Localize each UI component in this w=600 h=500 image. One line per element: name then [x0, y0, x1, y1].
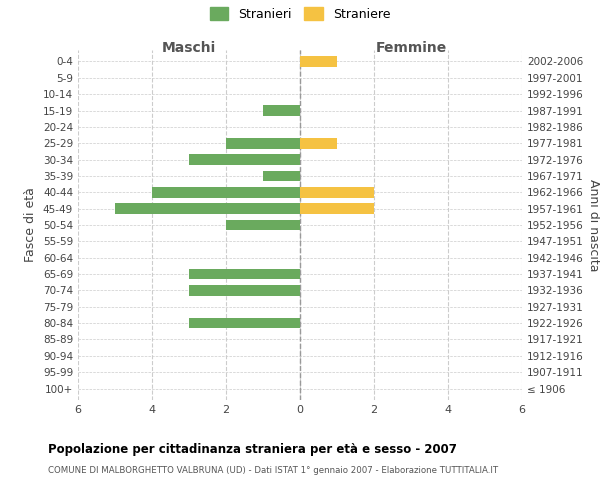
Bar — [189, 154, 300, 165]
Bar — [115, 204, 300, 214]
Bar — [189, 285, 300, 296]
Text: Femmine: Femmine — [376, 41, 446, 55]
Text: Popolazione per cittadinanza straniera per età e sesso - 2007: Popolazione per cittadinanza straniera p… — [48, 442, 457, 456]
Bar — [263, 170, 300, 181]
Text: COMUNE DI MALBORGHETTO VALBRUNA (UD) - Dati ISTAT 1° gennaio 2007 - Elaborazione: COMUNE DI MALBORGHETTO VALBRUNA (UD) - D… — [48, 466, 498, 475]
Bar — [226, 220, 300, 230]
Y-axis label: Fasce di età: Fasce di età — [25, 188, 37, 262]
Legend: Stranieri, Straniere: Stranieri, Straniere — [205, 2, 395, 26]
Bar — [300, 204, 374, 214]
Bar — [300, 187, 374, 198]
Bar — [189, 318, 300, 328]
Y-axis label: Anni di nascita: Anni di nascita — [587, 179, 600, 271]
Text: Maschi: Maschi — [162, 41, 216, 55]
Bar — [152, 187, 300, 198]
Bar — [263, 105, 300, 116]
Bar — [189, 268, 300, 280]
Bar — [226, 138, 300, 148]
Bar — [300, 56, 337, 67]
Bar — [300, 138, 337, 148]
